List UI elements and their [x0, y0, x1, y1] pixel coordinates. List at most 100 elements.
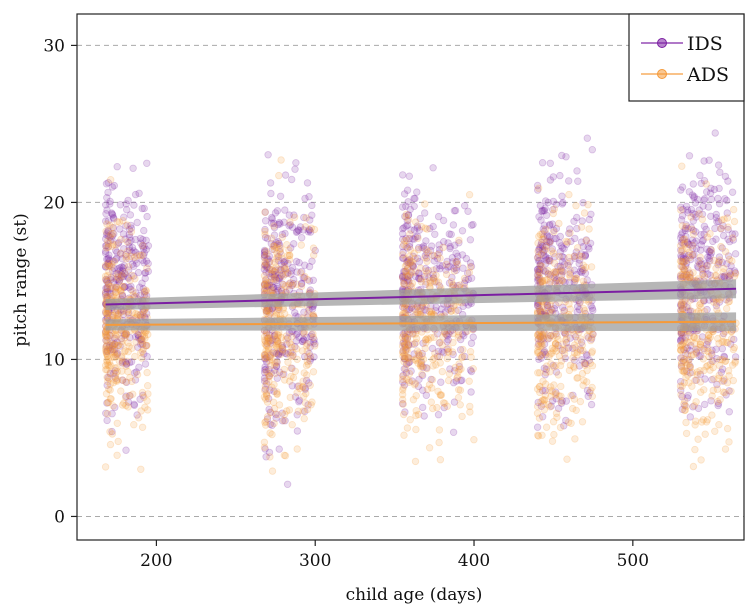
data-point [421, 305, 429, 314]
data-point [716, 396, 724, 404]
data-point [262, 417, 270, 426]
data-point [399, 339, 407, 347]
data-point [309, 244, 318, 252]
data-point [546, 176, 555, 184]
data-point [107, 209, 116, 217]
data-point [556, 262, 564, 270]
data-point [454, 306, 462, 314]
data-point [114, 310, 122, 318]
data-point [731, 250, 740, 258]
data-point [305, 262, 314, 271]
data-point [400, 381, 409, 389]
data-point [281, 417, 289, 425]
data-point [265, 365, 273, 374]
data-point [291, 393, 300, 401]
data-point [469, 220, 477, 229]
data-point [547, 331, 555, 340]
data-point [427, 398, 435, 406]
data-point [571, 254, 579, 262]
data-point [408, 377, 416, 385]
data-point [261, 385, 269, 393]
data-point [696, 253, 704, 261]
data-point [137, 239, 145, 247]
data-point [681, 235, 689, 243]
data-point [306, 381, 314, 389]
data-point [439, 243, 447, 252]
data-point [262, 355, 270, 363]
data-point [116, 264, 124, 272]
data-point [302, 214, 310, 222]
data-point [261, 261, 269, 269]
data-point [290, 275, 298, 284]
data-point [414, 269, 423, 277]
data-point [550, 430, 558, 439]
data-point [543, 231, 551, 239]
data-point [405, 242, 414, 251]
data-point [458, 251, 467, 259]
data-point [412, 218, 420, 226]
data-point [305, 192, 313, 201]
data-point [122, 360, 131, 368]
data-point [565, 177, 573, 185]
data-point [695, 210, 703, 218]
data-point [413, 222, 422, 230]
data-point [108, 211, 117, 219]
data-point [689, 462, 698, 471]
data-point [280, 218, 288, 226]
data-point [104, 232, 112, 240]
data-point [449, 350, 457, 359]
data-point [109, 224, 118, 232]
data-point [262, 276, 270, 284]
data-point [538, 230, 546, 238]
data-point [308, 201, 316, 210]
data-point [466, 236, 475, 244]
data-point [110, 181, 118, 190]
data-point [300, 336, 308, 344]
data-point [677, 216, 686, 224]
data-point [114, 276, 122, 284]
data-point [126, 233, 134, 241]
data-point [539, 377, 547, 385]
data-point [399, 274, 407, 282]
data-point [578, 252, 586, 261]
data-point [701, 400, 709, 409]
data-point [113, 419, 121, 427]
data-point [684, 371, 692, 379]
data-point [552, 409, 561, 417]
data-point [536, 243, 544, 251]
data-point [116, 250, 125, 258]
data-point [407, 268, 415, 276]
legend-marker-ads [657, 69, 667, 79]
data-point [406, 416, 414, 424]
data-point [105, 261, 113, 269]
data-point [283, 480, 292, 488]
data-point [103, 206, 111, 214]
data-point [583, 134, 591, 142]
data-point [266, 408, 274, 416]
data-point [305, 379, 313, 387]
data-point [557, 382, 565, 391]
data-point [285, 285, 294, 294]
data-point [281, 349, 289, 357]
data-point [404, 257, 412, 265]
data-point [127, 282, 135, 291]
data-point [401, 340, 409, 348]
data-point [452, 264, 460, 272]
data-point [103, 347, 111, 356]
data-point [133, 370, 142, 379]
data-point [540, 251, 548, 260]
data-point [398, 400, 407, 408]
data-point [404, 275, 412, 283]
data-point [124, 196, 132, 205]
data-point [269, 242, 277, 250]
data-point [464, 275, 473, 283]
data-point [457, 335, 465, 344]
data-point [679, 258, 687, 266]
data-point [130, 272, 138, 280]
data-point [261, 355, 269, 363]
data-point [706, 229, 714, 238]
data-point [292, 228, 301, 236]
data-point [120, 283, 129, 292]
data-point [541, 246, 549, 254]
data-point [125, 243, 133, 251]
